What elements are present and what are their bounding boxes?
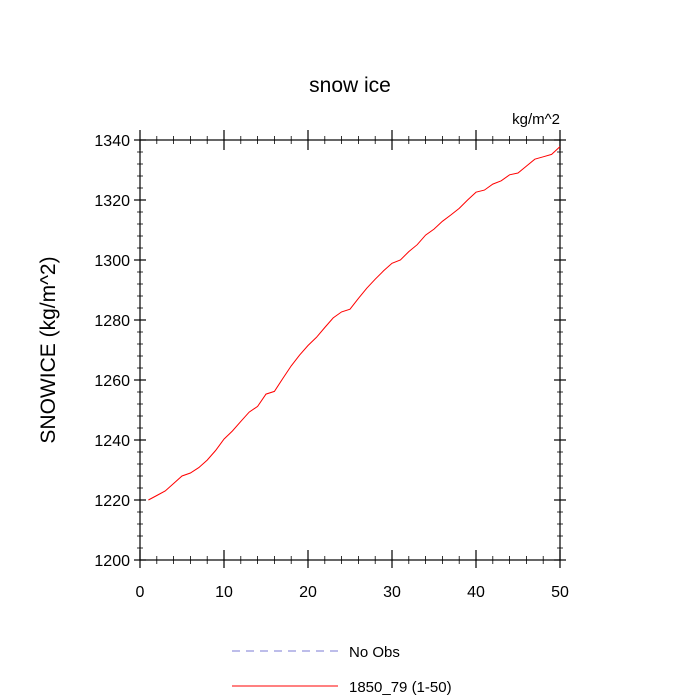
x-tick-label: 40 (467, 584, 485, 601)
chart-title: snow ice (309, 74, 391, 97)
series-layer (148, 146, 561, 501)
y-tick-label: 1260 (94, 373, 130, 390)
x-tick-label: 50 (551, 584, 569, 601)
legend-label-1850-79: 1850_79 (1-50) (349, 679, 452, 696)
x-axis-ticks: 0 10 20 30 40 50 (136, 130, 569, 601)
legend: No Obs 1850_79 (1-50) (232, 644, 452, 696)
x-tick-label: 0 (136, 584, 145, 601)
y-tick-label: 1240 (94, 433, 130, 450)
series-line-1 (148, 146, 561, 501)
x-tick-label: 10 (215, 584, 233, 601)
x-tick-label: 30 (383, 584, 401, 601)
y-tick-label: 1340 (94, 133, 130, 150)
y-tick-label: 1320 (94, 193, 130, 210)
y-tick-label: 1200 (94, 553, 130, 570)
x-tick-label: 20 (299, 584, 317, 601)
y-axis-label: SNOWICE (kg/m^2) (37, 256, 60, 443)
y-tick-label: 1220 (94, 493, 130, 510)
plot-frame (139, 139, 561, 561)
y-tick-label: 1280 (94, 313, 130, 330)
units-label: kg/m^2 (512, 111, 560, 128)
y-axis-ticks: 1200 1220 1240 1260 1280 1300 1320 1340 (94, 133, 566, 570)
y-tick-label: 1300 (94, 253, 130, 270)
legend-label-no-obs: No Obs (349, 644, 400, 661)
